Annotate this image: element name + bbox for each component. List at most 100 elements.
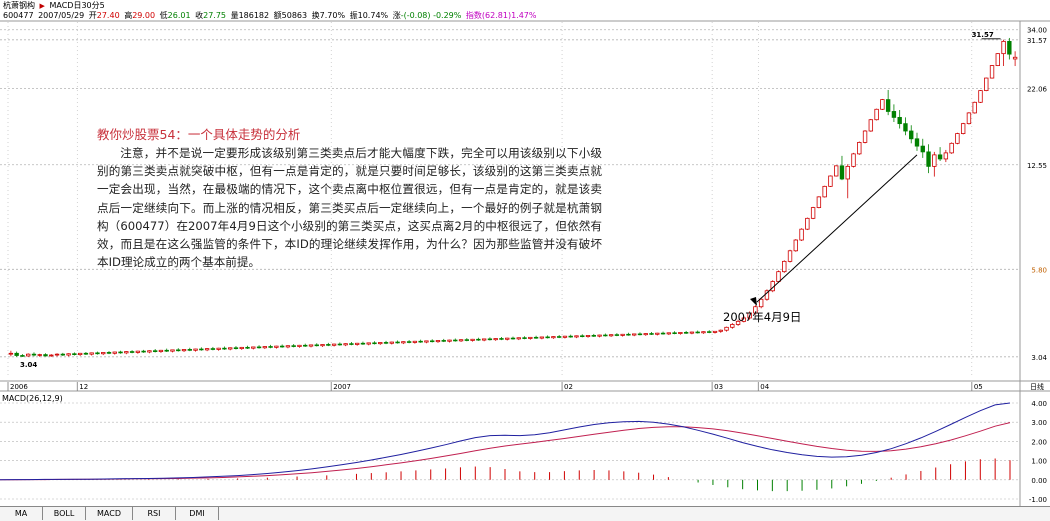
candle-body [626, 333, 631, 336]
low-value: 26.01 [167, 11, 191, 20]
candle-body [943, 152, 949, 160]
candle-body [562, 335, 568, 338]
tab-boll[interactable]: BOLL [43, 507, 86, 520]
index-value: (62.81) [481, 11, 512, 20]
candle-body [868, 119, 874, 132]
candle-body [412, 340, 418, 343]
volume-label: 量 [230, 11, 239, 20]
candle-body [60, 353, 66, 356]
candle-body [395, 341, 400, 344]
candle-body [170, 349, 175, 352]
candle-body [632, 333, 637, 336]
candle-body [955, 133, 960, 144]
candle-body [880, 99, 885, 110]
tab-dmi[interactable]: DMI [176, 507, 219, 520]
candle-body [649, 333, 654, 335]
macd-tick-label: 0.00 [1031, 477, 1047, 485]
candle-body [210, 348, 216, 350]
callout-arrow-head [750, 297, 757, 306]
candle-body [914, 138, 920, 147]
candle-body [481, 338, 487, 341]
candle-body [505, 337, 510, 340]
candle-body [141, 350, 146, 353]
candle-body [20, 355, 25, 357]
article-title: 教你炒股票54：一个具体走势的分析 [97, 127, 301, 142]
candle-body [383, 342, 389, 344]
candle-body [83, 352, 89, 355]
candle-body [470, 338, 475, 341]
tab-rsi[interactable]: RSI [133, 507, 176, 520]
candle-body [683, 332, 689, 334]
price-tick-label: 12.55 [1027, 162, 1047, 170]
candle-body [464, 339, 470, 341]
candle-body [158, 349, 164, 352]
candle-body [303, 344, 308, 347]
tab-ma[interactable]: MA [0, 507, 43, 520]
candle-body [320, 344, 325, 347]
candle-body [458, 339, 464, 342]
candle-body [187, 349, 192, 351]
candle-body [816, 196, 822, 208]
candle-body [262, 346, 268, 349]
candle-body [8, 352, 14, 355]
candle-body [758, 298, 764, 308]
candle-body [152, 350, 158, 352]
candle-body [580, 335, 585, 338]
candle-body [204, 348, 210, 351]
stock-chart[interactable]: 34.00 31.57 22.06 12.55 5.80 3.04 2006 12 2007 02… [0, 0, 1050, 506]
candle-body [909, 130, 914, 140]
candle-body [95, 352, 100, 355]
high-label: 高 [124, 11, 133, 20]
candle-body [199, 348, 204, 351]
candle-body [620, 333, 625, 336]
candle-body [857, 142, 862, 155]
candle-body [476, 338, 481, 341]
candle-body [545, 336, 550, 339]
candle-body [995, 53, 1000, 66]
candle-body [949, 142, 954, 154]
candle-body [499, 338, 504, 340]
candle-body [689, 331, 695, 334]
candle-body [343, 343, 348, 346]
candle-body [597, 334, 602, 337]
price-tick-label: 3.04 [1031, 354, 1047, 362]
candle-body [551, 336, 556, 339]
price-tick-label: 5.80 [1031, 266, 1047, 274]
candle-body [31, 353, 37, 356]
candle-body [337, 343, 343, 346]
price-tick-label: 22.06 [1027, 85, 1048, 93]
candle-body [920, 145, 925, 153]
indicator-title: MACD日30分5 [49, 1, 105, 10]
price-tick-label: 31.57 [1027, 37, 1047, 45]
candle-body [730, 324, 735, 328]
candle-body [528, 336, 533, 339]
candle-body [176, 349, 181, 352]
candle-body [845, 165, 850, 180]
turnover-label: 换 [311, 11, 320, 20]
candle-body [591, 335, 596, 337]
x-tick-label: 日线 [1030, 382, 1044, 391]
candle-body [164, 349, 169, 352]
candle-body [256, 346, 262, 349]
macd-tick-label: 2.00 [1031, 438, 1047, 446]
candle-body [424, 340, 429, 343]
x-tick-label: 02 [564, 383, 573, 391]
candle-body [701, 331, 706, 334]
candle-body [378, 342, 383, 345]
candle-body [897, 117, 902, 125]
candle-body [937, 154, 943, 160]
candle-body [903, 123, 908, 132]
open-value: 27.40 [96, 11, 120, 20]
candle-body [533, 336, 539, 339]
amount-label: 额 [273, 11, 282, 20]
candle-body [193, 348, 198, 351]
close-label: 收 [195, 11, 204, 20]
candle-body [279, 345, 285, 348]
candle-body [643, 333, 648, 336]
dropdown-triangle-icon[interactable]: ▶ [39, 2, 45, 10]
candle-body [712, 330, 718, 333]
candle-body [239, 346, 244, 350]
candle-body [291, 345, 296, 347]
candle-body [49, 354, 54, 357]
tab-macd[interactable]: MACD [86, 507, 133, 520]
